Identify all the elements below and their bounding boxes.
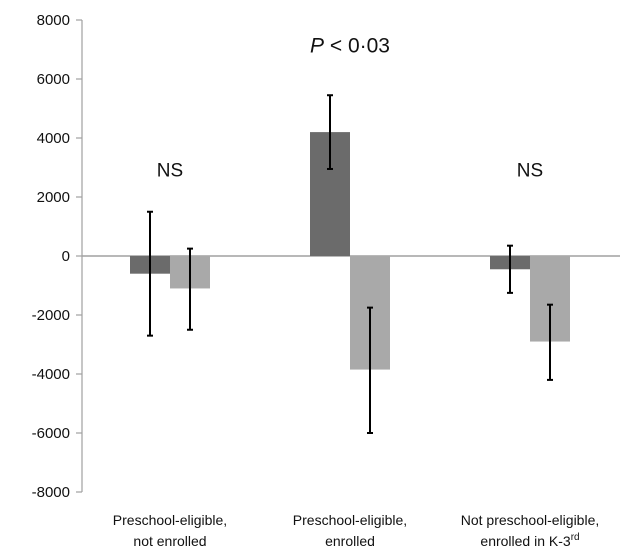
error-bar-series1-cat1 (147, 210, 153, 337)
superscript: rd (571, 532, 580, 543)
x-category-label-line2: enrolled (325, 533, 375, 549)
x-category-label-line1: Preschool-eligible, (113, 512, 227, 528)
y-tick-label: -2000 (32, 307, 70, 324)
significance-annotation: NS (517, 160, 543, 181)
error-bar-series1-cat3 (507, 244, 513, 294)
y-tick-label: -4000 (32, 366, 70, 383)
y-tick-label: -8000 (32, 484, 70, 501)
error-bar-series1-cat2 (327, 94, 333, 170)
y-tick-label: 2000 (37, 189, 70, 206)
y-tick-label: 4000 (37, 130, 70, 147)
x-category-label-line2: not enrolled (133, 533, 206, 549)
error-bar-series2-cat1 (187, 247, 193, 331)
x-category-label-line2: enrolled in K-3rd (480, 532, 579, 549)
error-bars-layer (147, 94, 553, 434)
labels-layer: 8000 6000 4000 2000 0 -2000 -4000 -6000 -8000 Pre… (32, 12, 600, 549)
y-tick-label: 8000 (37, 12, 70, 29)
x-category-label-line1: Not preschool-eligible, (461, 512, 600, 528)
y-tick-label: 0 (62, 248, 70, 265)
error-bar-series2-cat2 (367, 306, 373, 434)
y-tick-label: 6000 (37, 71, 70, 88)
y-tick-label: -6000 (32, 425, 70, 442)
bars-layer (130, 132, 570, 370)
x-category-label-line1: Preschool-eligible, (293, 512, 407, 528)
significance-annotation: NS (157, 160, 183, 181)
error-bar-series2-cat3 (547, 303, 553, 381)
significance-annotation: P < 0·03 (310, 34, 390, 57)
